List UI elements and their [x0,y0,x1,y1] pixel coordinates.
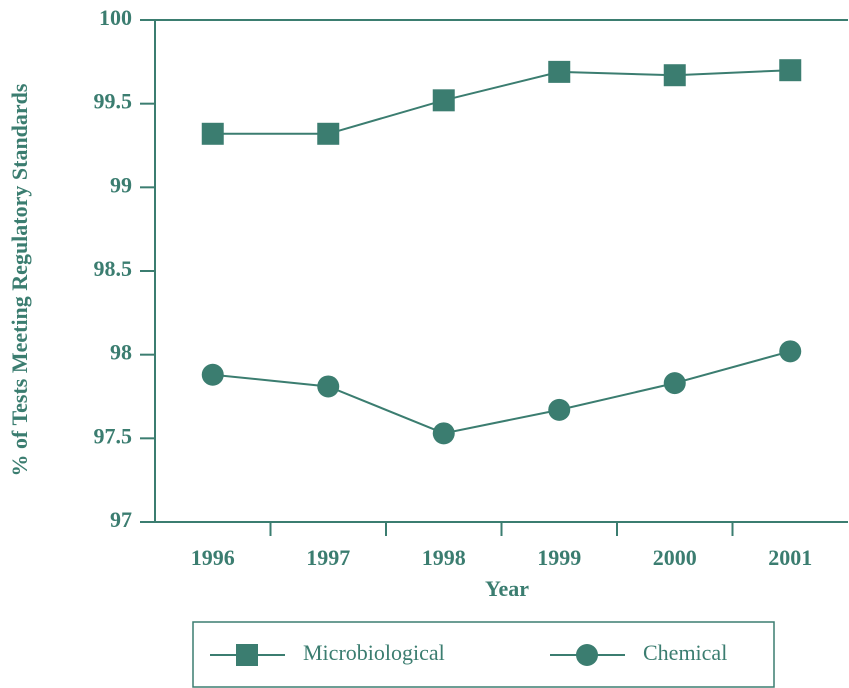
point-marker [432,422,455,445]
series-line [212,350,791,435]
x-tick-label: 1996 [191,545,235,570]
point-marker [201,363,224,386]
point-marker [432,89,455,112]
point-marker [548,60,571,83]
y-tick-label: 99.5 [94,89,133,114]
x-tick-label: 2000 [653,545,697,570]
y-axis-label: % of Tests Meeting Regulatory Standards [7,83,32,476]
point-marker [548,398,571,421]
legend-label: Microbiological [303,640,445,665]
point-marker [317,122,340,145]
y-tick-label: 99 [110,172,132,197]
series-line [212,69,791,135]
x-axis-label: Year [485,576,529,601]
x-tick-label: 1997 [306,545,350,570]
y-tick-label: 98 [110,340,132,365]
y-tick-label: 100 [99,5,132,30]
y-tick-label: 98.5 [94,256,133,281]
legend-label: Chemical [643,640,727,665]
legend-marker [576,644,598,666]
point-marker [663,372,686,395]
point-marker [201,122,224,145]
legend-box [192,621,775,688]
x-tick-label: 1999 [537,545,581,570]
point-marker [779,340,802,363]
y-tick-label: 97 [110,507,132,532]
x-tick-label: 1998 [422,545,466,570]
legend-marker [236,644,258,666]
y-tick-label: 97.5 [94,423,133,448]
point-marker [663,64,686,87]
point-marker [317,375,340,398]
x-tick-label: 2001 [768,545,812,570]
point-marker [779,59,802,82]
